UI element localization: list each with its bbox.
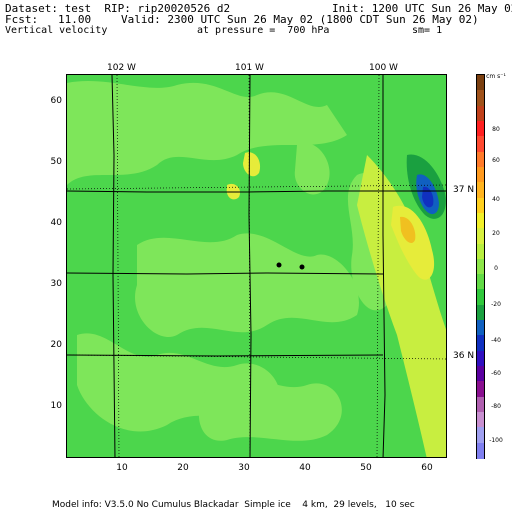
x-tick-label: 40	[299, 463, 311, 473]
colorbar-segment	[477, 90, 484, 107]
colorbar	[476, 74, 485, 460]
small-yellow-patch	[243, 152, 261, 177]
colorbar-label: -80	[491, 403, 501, 410]
y-tick-label: 50	[50, 157, 62, 167]
colorbar-segment	[477, 320, 484, 337]
station-dot	[276, 262, 282, 268]
colorbar-segment	[477, 427, 484, 444]
colorbar-segment	[477, 166, 484, 184]
station-dot	[299, 264, 305, 270]
model-info: Model info: V3.5.0 No Cumulus Blackadar …	[52, 500, 415, 510]
x-tick-label: 50	[360, 463, 372, 473]
colorbar-segment	[477, 289, 484, 306]
smoothing-value: sm= 1	[412, 25, 443, 36]
colorbar-label: -20	[491, 301, 501, 308]
colorbar-segment	[477, 182, 484, 199]
latitude-label-36n: 36 N	[453, 351, 475, 361]
colorbar-segment	[477, 136, 484, 153]
colorbar-label: -100	[489, 437, 503, 444]
y-tick-label: 10	[50, 401, 62, 411]
y-tick-label: 40	[50, 218, 62, 228]
colorbar-segment	[477, 396, 484, 414]
colorbar-segment	[477, 274, 484, 291]
colorbar-segment	[477, 75, 484, 92]
colorbar-segment	[477, 381, 484, 398]
pressure-level: at pressure = 700 hPa	[197, 25, 330, 36]
forecast-hour: Fcst: 11.00	[5, 13, 92, 26]
colorbar-segment	[477, 243, 484, 260]
latlon-grid	[67, 75, 446, 457]
longitude-label-100w: 100 W	[369, 63, 398, 73]
field-name: Vertical velocity	[5, 25, 108, 36]
colorbar-segment	[477, 366, 484, 383]
colorbar-segment	[477, 258, 484, 276]
colorbar-segment	[477, 105, 484, 123]
init-time: Init: 1200 UTC Sun 26 May 02	[332, 2, 512, 15]
colorbar-segment	[477, 442, 484, 460]
x-tick-label: 30	[238, 463, 250, 473]
colorbar-segment	[477, 335, 484, 352]
colorbar-segment	[477, 120, 484, 138]
y-tick-label: 60	[50, 96, 62, 106]
longitude-label-102w: 102 W	[107, 63, 136, 73]
y-tick-label: 30	[50, 279, 62, 289]
downdraft-center	[422, 186, 434, 208]
colorbar-segment	[477, 350, 484, 368]
yellow-green-band	[357, 155, 446, 457]
y-tick-label: 20	[50, 340, 62, 350]
x-tick-label: 20	[177, 463, 189, 473]
colorbar-label: 40	[492, 196, 500, 203]
county-boundaries	[67, 75, 446, 457]
colorbar-segment	[477, 151, 484, 169]
updraft-orange	[400, 216, 416, 244]
x-tick-label: 10	[116, 463, 128, 473]
colorbar-label: 60	[492, 157, 500, 164]
colorbar-segment	[477, 412, 484, 429]
colorbar-label: 80	[492, 126, 500, 133]
colorbar-label: -60	[491, 370, 501, 377]
vertical-velocity-map	[66, 74, 447, 458]
colorbar-segment	[477, 228, 484, 245]
dataset-label: Dataset: test RIP: rip20020526 d2	[5, 2, 231, 15]
colorbar-segment	[477, 212, 484, 230]
colorbar-label: 20	[492, 230, 500, 237]
colorbar-label: -40	[491, 337, 501, 344]
map-plot	[67, 75, 446, 457]
colorbar-unit-label: cm s⁻¹	[486, 73, 506, 80]
longitude-label-101w: 101 W	[235, 63, 264, 73]
x-tick-label: 60	[421, 463, 433, 473]
colorbar-segment	[477, 197, 484, 215]
latitude-label-37n: 37 N	[453, 185, 475, 195]
colorbar-label: 0	[494, 265, 498, 272]
valid-time: Valid: 2300 UTC Sun 26 May 02 (1800 CDT …	[121, 13, 479, 26]
colorbar-segment	[477, 304, 484, 322]
